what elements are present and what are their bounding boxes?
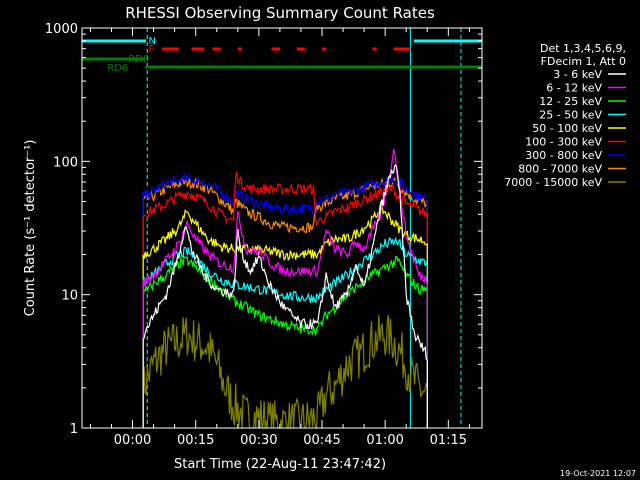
- chart-title: RHESSI Observing Summary Count Rates: [125, 4, 435, 22]
- legend-entry-label-1: 3 - 6 keV: [553, 68, 602, 81]
- x-tick-label-5: 01:00: [366, 433, 403, 448]
- y-tick-label-3: 100: [53, 155, 78, 170]
- y-tick-label-2: 10: [61, 289, 78, 304]
- series-line-1: [142, 164, 428, 428]
- legend-entry-label-8: 800 - 7000 keV: [518, 163, 602, 176]
- legend: Det 1,3,4,5,6,9,FDecim 1, Att 03 - 6 keV…: [504, 42, 626, 189]
- legend-entry-label-4: 25 - 50 keV: [539, 109, 602, 122]
- x-tick-label-3: 00:30: [240, 433, 277, 448]
- legend-entry-label-7: 300 - 800 keV: [525, 149, 602, 162]
- series-line-9: [142, 314, 428, 428]
- flare-label: F: [149, 44, 155, 55]
- x-axis-label: Start Time (22-Aug-11 23:47:42): [174, 457, 386, 472]
- y-tick-label-4: 1000: [45, 22, 78, 37]
- series-line-6: [142, 171, 428, 428]
- decimation-rd6-label: RD6: [107, 63, 128, 74]
- x-axis: 00:00 00:15 00:30 00:45 01:00 01:15: [89, 28, 470, 448]
- y-tick-label-1: 1: [70, 422, 78, 437]
- legend-entry-label-6: 100 - 300 keV: [525, 136, 602, 149]
- x-tick-label-1: 00:00: [114, 433, 151, 448]
- x-tick-label-4: 00:45: [303, 433, 340, 448]
- x-tick-label-6: 01:15: [430, 433, 467, 448]
- legend-header-2: FDecim 1, Att 0: [541, 55, 626, 68]
- decimation-rd0-label: RD0: [128, 54, 149, 65]
- x-tick-label-2: 00:15: [177, 433, 214, 448]
- legend-entry-label-2: 6 - 12 keV: [546, 82, 602, 95]
- y-axis-label: Count Rate (s⁻¹ detector⁻¹): [23, 140, 38, 317]
- legend-header-1: Det 1,3,4,5,6,9,: [540, 42, 626, 55]
- legend-entry-label-3: 12 - 25 keV: [539, 95, 602, 108]
- attenuator-label: N: [149, 36, 156, 47]
- series-line-7: [142, 172, 428, 428]
- footer-timestamp: 19-Oct-2021 12:07: [560, 469, 636, 478]
- series-line-4: [142, 236, 428, 428]
- series-line-3: [142, 255, 428, 428]
- legend-entry-label-5: 50 - 100 keV: [532, 122, 602, 135]
- y-axis: 1 10 100 1000: [45, 22, 482, 437]
- series-line-2: [142, 148, 428, 428]
- legend-entry-label-9: 7000 - 15000 keV: [504, 176, 602, 189]
- plot-frame: [81, 27, 483, 429]
